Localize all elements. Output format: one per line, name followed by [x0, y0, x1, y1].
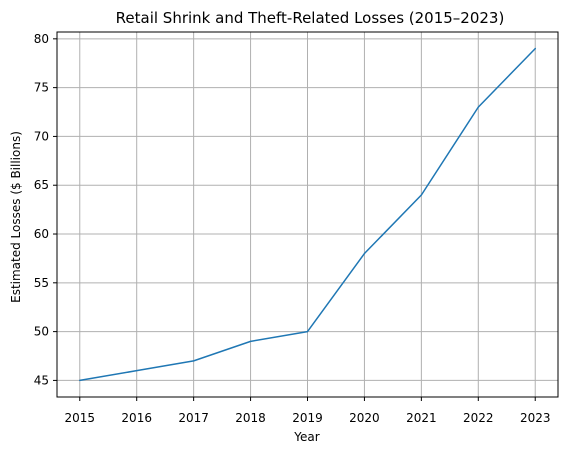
x-tick-label: 2020 [349, 411, 380, 425]
y-axis-ticks: 45 50 55 60 65 70 75 80 [34, 32, 57, 387]
y-tick-label: 70 [34, 129, 49, 143]
x-axis-ticks: 2015 2016 2017 2018 2019 2020 2021 2022 2023 [64, 397, 551, 425]
chart-title: Retail Shrink and Theft-Related Losses (… [116, 9, 505, 27]
x-tick-label: 2018 [235, 411, 266, 425]
x-tick-label: 2015 [64, 411, 95, 425]
y-tick-label: 65 [34, 178, 49, 192]
data-series-line [79, 47, 536, 382]
x-tick-label: 2022 [463, 411, 494, 425]
x-tick-label: 2019 [292, 411, 323, 425]
y-tick-label: 55 [34, 276, 49, 290]
y-tick-label: 45 [34, 373, 49, 387]
grid-lines [57, 32, 558, 397]
plot-area [79, 47, 536, 382]
x-tick-label: 2023 [520, 411, 551, 425]
y-tick-label: 60 [34, 227, 49, 241]
y-axis-label: Estimated Losses ($ Billions) [9, 131, 23, 303]
x-tick-label: 2016 [121, 411, 152, 425]
x-axis-label: Year [293, 430, 319, 444]
x-tick-label: 2017 [178, 411, 209, 425]
y-tick-label: 50 [34, 325, 49, 339]
y-tick-label: 80 [34, 32, 49, 46]
x-tick-label: 2021 [406, 411, 437, 425]
y-tick-label: 75 [34, 81, 49, 95]
